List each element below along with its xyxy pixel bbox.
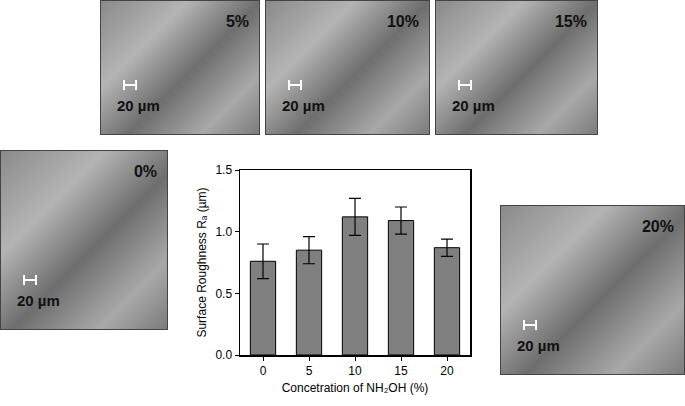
html-text:20%: 20% bbox=[642, 218, 674, 235]
svg-text:1.0: 1.0 bbox=[215, 225, 232, 239]
html-text:5%: 5% bbox=[225, 13, 249, 30]
svg-text:Surface Roughness Rₐ (µm): Surface Roughness Rₐ (µm) bbox=[195, 187, 209, 337]
svg-text:20: 20 bbox=[440, 364, 454, 378]
html-text:10%: 10% bbox=[387, 13, 419, 30]
svg-text:0.0: 0.0 bbox=[215, 348, 232, 362]
html-text:20 µm: 20 µm bbox=[17, 292, 60, 309]
svg-text:Concetration of NH₂OH (%): Concetration of NH₂OH (%) bbox=[282, 381, 429, 395]
svg-text:15: 15 bbox=[394, 364, 408, 378]
svg-text:0.5: 0.5 bbox=[215, 287, 232, 301]
html-text:20 µm: 20 µm bbox=[282, 97, 325, 114]
svg-text:10: 10 bbox=[348, 364, 362, 378]
svg-text:5: 5 bbox=[306, 364, 313, 378]
html-text:0%: 0% bbox=[133, 163, 157, 180]
svg-text:1.5: 1.5 bbox=[215, 163, 232, 177]
html-text:20 µm: 20 µm bbox=[117, 97, 160, 114]
svg-text:0: 0 bbox=[260, 364, 267, 378]
html-text:15%: 15% bbox=[555, 13, 587, 30]
html-text:20 µm: 20 µm bbox=[452, 97, 495, 114]
html-text:20 µm: 20 µm bbox=[517, 337, 560, 354]
